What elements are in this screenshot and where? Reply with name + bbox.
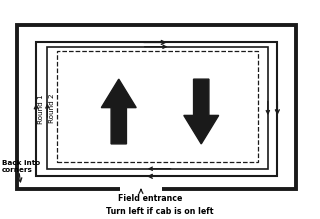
Bar	[120, 186, 162, 192]
Text: Turn left if cab is on left: Turn left if cab is on left	[106, 207, 214, 216]
Text: Field entrance: Field entrance	[118, 194, 183, 203]
Bar	[57, 51, 258, 162]
Text: Round 1: Round 1	[38, 95, 44, 124]
Bar	[36, 42, 277, 176]
Bar	[47, 47, 268, 169]
Polygon shape	[184, 79, 219, 144]
Polygon shape	[101, 79, 136, 144]
Text: Back into
corners: Back into corners	[2, 160, 40, 173]
Text: Round 2: Round 2	[50, 93, 55, 123]
Bar	[17, 25, 296, 189]
